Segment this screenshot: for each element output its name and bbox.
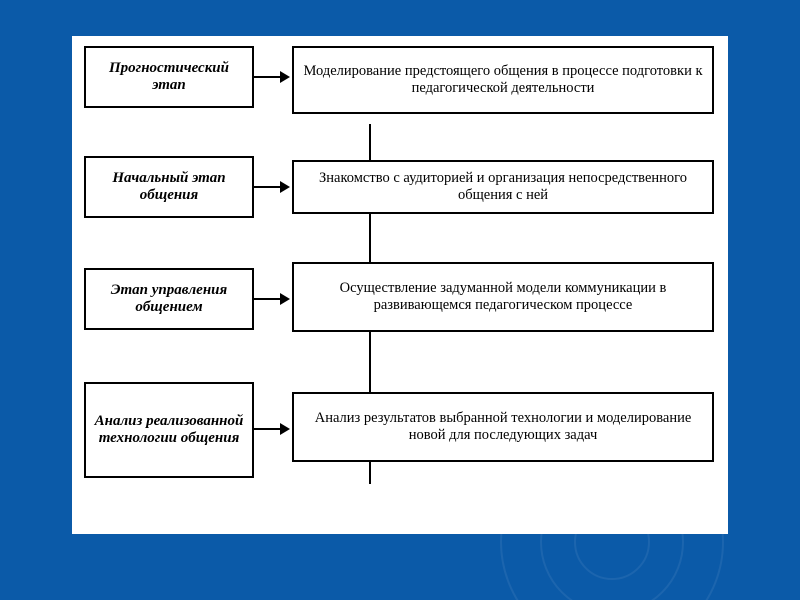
stage-description-box: Знакомство с аудиторией и организация не… <box>292 160 714 214</box>
stage-title: Этап управления общением <box>92 282 246 317</box>
arrow-icon <box>254 76 280 78</box>
stage-title: Начальный этап общения <box>92 170 246 205</box>
flowchart: Прогностический этап Моделирование предст… <box>72 36 728 534</box>
arrow-icon <box>254 428 280 430</box>
stage-description: Анализ результатов выбранной технологии … <box>300 410 706 443</box>
stage-title: Прогностический этап <box>92 60 246 95</box>
stage-description-box: Моделирование предстоящего общения в про… <box>292 46 714 114</box>
stage-description: Осуществление задуманной модели коммуник… <box>300 280 706 313</box>
arrow-icon <box>254 298 280 300</box>
stage-title-box: Анализ реализованной технологии общения <box>84 382 254 478</box>
diagram-panel: Прогностический этап Моделирование предст… <box>72 36 728 534</box>
stage-title: Анализ реализованной технологии общения <box>92 413 246 448</box>
stage-title-box: Начальный этап общения <box>84 156 254 218</box>
stage-description-box: Анализ результатов выбранной технологии … <box>292 392 714 462</box>
stage-description-box: Осуществление задуманной модели коммуник… <box>292 262 714 332</box>
stage-title-box: Прогностический этап <box>84 46 254 108</box>
stage-description: Знакомство с аудиторией и организация не… <box>300 170 706 203</box>
stage-description: Моделирование предстоящего общения в про… <box>300 63 706 96</box>
arrow-icon <box>254 186 280 188</box>
stage-title-box: Этап управления общением <box>84 268 254 330</box>
